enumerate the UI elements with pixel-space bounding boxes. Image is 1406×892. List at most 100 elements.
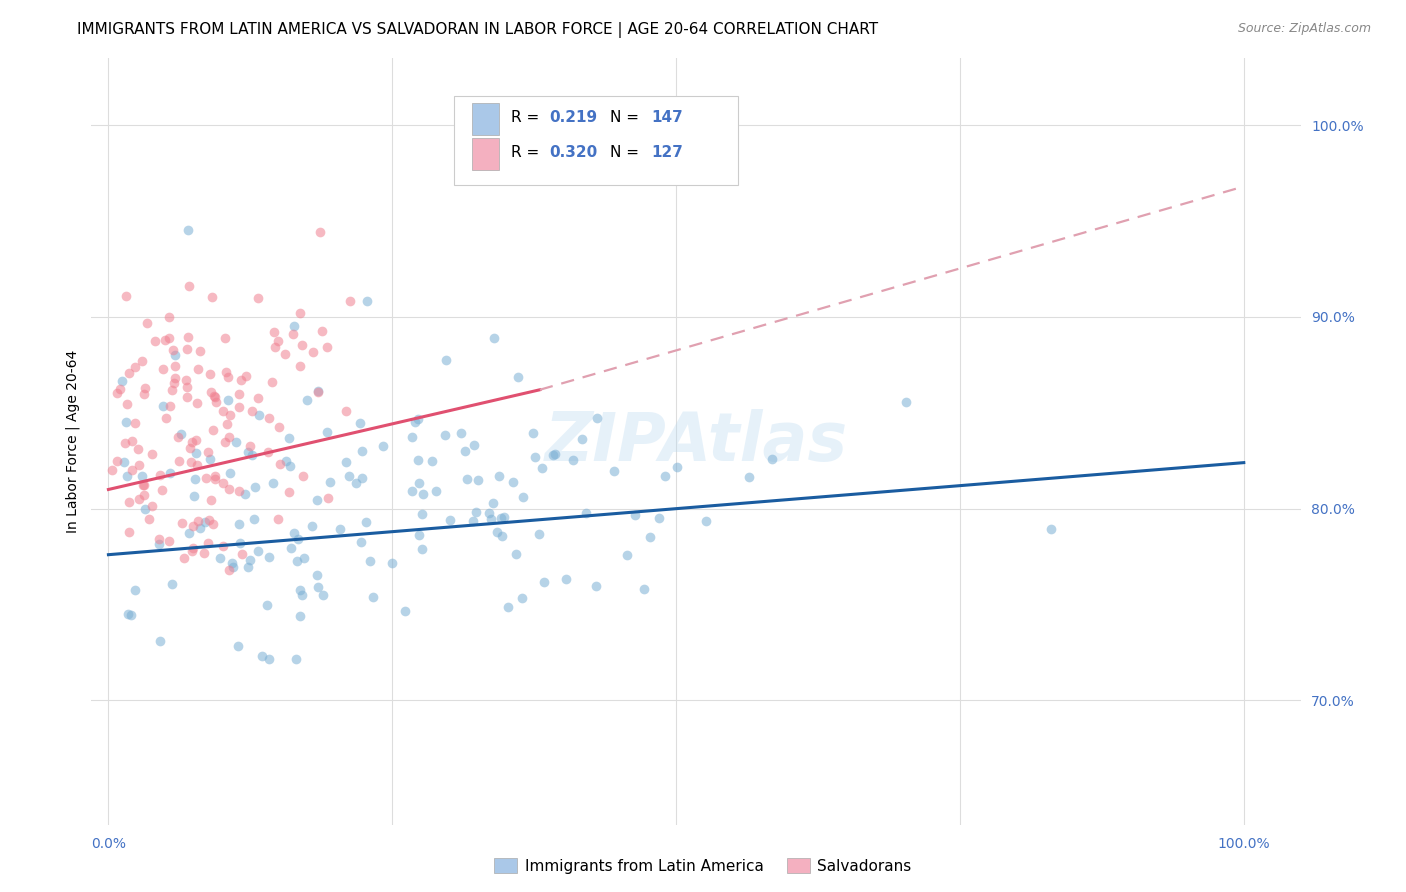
Point [277,431,299,445]
Point [197,536,219,550]
Point [352,444,374,458]
Point [134,501,156,516]
Point [478,506,501,520]
Point [217,370,239,384]
Point [463,438,485,452]
Point [894,394,917,409]
Point [307,384,329,399]
Point [111,375,134,389]
Point [411,542,433,557]
Point [262,375,284,389]
Point [177,526,200,541]
Point [143,334,166,348]
FancyBboxPatch shape [472,137,499,170]
Point [259,651,281,665]
Point [190,344,212,359]
Point [177,330,200,344]
Point [256,599,278,613]
Point [541,448,564,462]
Point [200,384,222,399]
Point [527,526,550,541]
Text: R =: R = [510,111,544,125]
Point [247,291,270,305]
Point [522,425,544,440]
Point [170,516,193,530]
Point [217,393,239,408]
Point [229,536,252,550]
Point [124,583,146,598]
Point [616,548,638,562]
Point [274,454,297,468]
Point [170,426,193,441]
Point [257,445,280,459]
Point [165,348,187,362]
Point [162,576,184,591]
Text: 0.320: 0.320 [550,145,598,160]
Point [263,325,285,339]
Point [118,525,141,540]
Point [356,515,378,529]
Point [218,483,240,497]
Point [401,484,423,499]
Point [488,469,510,483]
Point [181,519,204,533]
Point [482,496,505,510]
Point [231,373,253,387]
Point [231,547,253,561]
Point [233,487,256,501]
Point [173,550,195,565]
Point [295,393,318,408]
Point [523,450,546,464]
Point [285,553,308,567]
Point [132,477,155,491]
Text: 127: 127 [651,145,683,160]
Point [571,432,593,446]
Point [544,447,567,461]
Point [180,434,202,449]
Point [247,543,270,558]
Point [209,551,232,566]
Point [555,572,578,586]
Point [148,537,170,551]
Point [200,451,222,466]
Point [283,525,305,540]
Point [281,326,304,341]
Point [204,395,226,409]
Point [112,455,135,469]
Point [408,528,430,542]
Point [204,472,226,486]
Point [162,383,184,397]
Point [638,530,661,544]
Point [176,390,198,404]
Point [420,454,443,468]
Point [308,225,330,239]
Point [159,466,181,480]
Point [291,468,314,483]
Point [200,493,222,508]
Point [211,476,233,491]
Point [159,331,181,345]
Point [198,513,221,527]
Point [115,468,138,483]
Point [502,475,524,489]
Point [356,293,378,308]
Point [648,511,671,525]
Point [301,519,323,533]
FancyBboxPatch shape [472,103,499,136]
Point [264,340,287,354]
Point [243,512,266,526]
Point [159,399,181,413]
Point [235,368,257,383]
Point [307,384,329,399]
Point [307,568,329,582]
Point [349,416,371,430]
Text: N =: N = [610,111,644,125]
Point [163,376,186,390]
Point [176,342,198,356]
Point [115,288,138,302]
Point [212,539,235,553]
Point [225,434,247,449]
Point [240,448,263,462]
Point [194,516,217,530]
Point [491,529,513,543]
